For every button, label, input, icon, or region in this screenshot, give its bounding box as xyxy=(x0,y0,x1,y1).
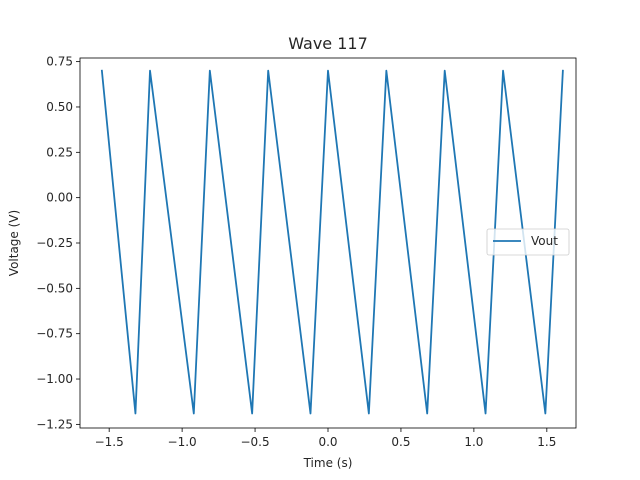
x-tick-label: 1.5 xyxy=(537,435,556,449)
series-line-vout xyxy=(100,69,564,415)
y-tick-label: 0.50 xyxy=(46,100,73,114)
y-axis-label: Voltage (V) xyxy=(7,210,21,276)
legend-box xyxy=(486,228,570,256)
y-axis: 0.75 0.50 0.25 0.00 −0.25 −0.50 −0.75 −1.00 −1.2… xyxy=(36,55,80,431)
y-tick-label: −1.25 xyxy=(36,417,73,431)
x-axis: −1.5 −1.0 −0.5 0.0 0.5 1.0 1.5 xyxy=(95,428,556,449)
x-tick-label: −0.5 xyxy=(240,435,269,449)
y-tick-label: −0.25 xyxy=(36,236,73,250)
legend-label-vout: Vout xyxy=(531,234,558,248)
chart-title: Wave 117 xyxy=(288,34,368,53)
x-tick-label: 0.0 xyxy=(318,435,337,449)
x-tick-label: −1.5 xyxy=(95,435,124,449)
x-tick-label: 0.5 xyxy=(391,435,410,449)
x-axis-label: Time (s) xyxy=(303,456,353,470)
y-tick-label: −1.00 xyxy=(36,372,73,386)
y-tick-label: 0.25 xyxy=(46,145,73,159)
legend: Vout xyxy=(486,228,570,256)
x-tick-label: −1.0 xyxy=(168,435,197,449)
plot-area xyxy=(100,69,564,415)
y-tick-label: −0.50 xyxy=(36,281,73,295)
y-tick-label: 0.75 xyxy=(46,55,73,69)
y-tick-label: −0.75 xyxy=(36,327,73,341)
y-tick-label: 0.00 xyxy=(46,191,73,205)
x-tick-label: 1.0 xyxy=(464,435,483,449)
